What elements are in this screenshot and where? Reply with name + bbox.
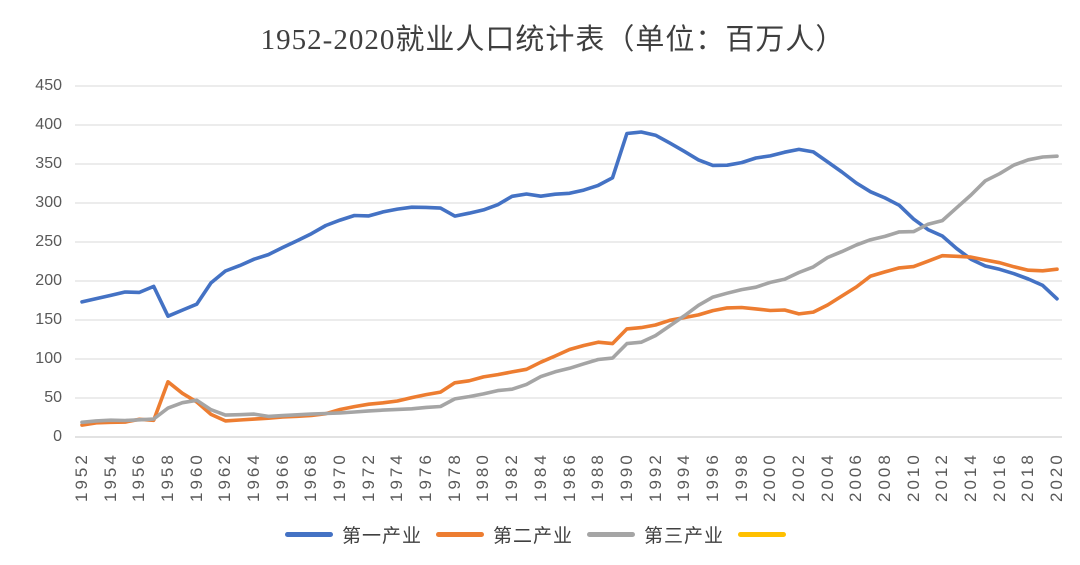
- x-tick-label: 1960: [186, 452, 206, 502]
- chart-title: 1952-2020就业人口统计表（单位：百万人）: [260, 24, 846, 56]
- x-tick-label: 1966: [272, 452, 292, 502]
- x-tick-label: 2000: [760, 452, 780, 502]
- y-tick-label: 450: [35, 77, 62, 94]
- x-tick-label: 1974: [387, 452, 407, 502]
- x-tick-label: 1994: [674, 452, 694, 502]
- y-tick-label: 200: [35, 272, 62, 289]
- legend: 第一产业 第二产业 第三产业: [0, 521, 1080, 548]
- x-tick-label: 1964: [244, 452, 264, 502]
- x-tick-label: 2016: [989, 452, 1009, 502]
- legend-swatch-icon: [587, 532, 635, 537]
- x-tick-label: 2006: [846, 452, 866, 502]
- legend-item-1: 第一产业: [284, 521, 422, 548]
- x-tick-label: 1956: [129, 452, 149, 502]
- x-tick-label: 1968: [301, 452, 321, 502]
- x-tick-label: 1978: [444, 452, 464, 502]
- x-tick-label: 1984: [530, 452, 550, 502]
- x-tick-label: 1972: [358, 452, 378, 502]
- y-tick-label: 150: [35, 311, 62, 328]
- legend-label: 第三产业: [644, 526, 725, 547]
- series-line-1: [80, 130, 1059, 319]
- y-tick-label: 0: [53, 428, 62, 445]
- y-tick-label: 250: [35, 233, 62, 250]
- legend-swatch-icon: [284, 532, 333, 537]
- series-line-2: [80, 253, 1059, 427]
- x-tick-label: 1996: [702, 452, 722, 502]
- x-tick-label: 1954: [100, 452, 120, 502]
- x-tick-label: 2008: [874, 452, 894, 502]
- x-tick-label: 2018: [1018, 452, 1038, 502]
- x-tick-label: 2012: [932, 452, 952, 502]
- x-tick-label: 1970: [330, 452, 350, 502]
- x-tick-label: 2010: [903, 452, 923, 502]
- x-tick-label: 1958: [158, 452, 178, 502]
- legend-item-3: 第三产业: [587, 521, 724, 548]
- legend-item-4: [738, 532, 795, 537]
- y-tick-label: 50: [44, 389, 62, 406]
- legend-label: 第二产业: [492, 526, 573, 547]
- y-tick-label: 350: [35, 155, 62, 172]
- x-tick-label: 2014: [960, 452, 980, 502]
- y-tick-label: 100: [35, 350, 62, 367]
- x-tick-label: 1992: [645, 452, 665, 502]
- x-tick-label: 1980: [473, 452, 493, 502]
- series-line-3: [80, 154, 1059, 425]
- x-tick-label: 1986: [559, 452, 579, 502]
- x-tick-label: 1952: [72, 452, 91, 502]
- x-tick-label: 2004: [817, 452, 837, 502]
- x-tick-label: 2002: [788, 452, 808, 502]
- x-tick-label: 1976: [416, 452, 436, 502]
- y-tick-label: 300: [35, 194, 62, 211]
- x-tick-label: 1962: [215, 452, 235, 502]
- x-tick-label: 2020: [1047, 452, 1066, 502]
- x-tick-label: 1982: [502, 452, 522, 502]
- legend-item-2: 第二产业: [435, 521, 573, 548]
- legend-swatch-icon: [435, 532, 484, 537]
- legend-swatch-icon: [738, 532, 787, 537]
- x-tick-label: 1988: [588, 452, 608, 502]
- x-tick-label: 1998: [731, 452, 751, 502]
- legend-label: 第一产业: [341, 526, 422, 547]
- x-tick-label: 1990: [616, 452, 636, 502]
- y-tick-label: 400: [35, 116, 62, 133]
